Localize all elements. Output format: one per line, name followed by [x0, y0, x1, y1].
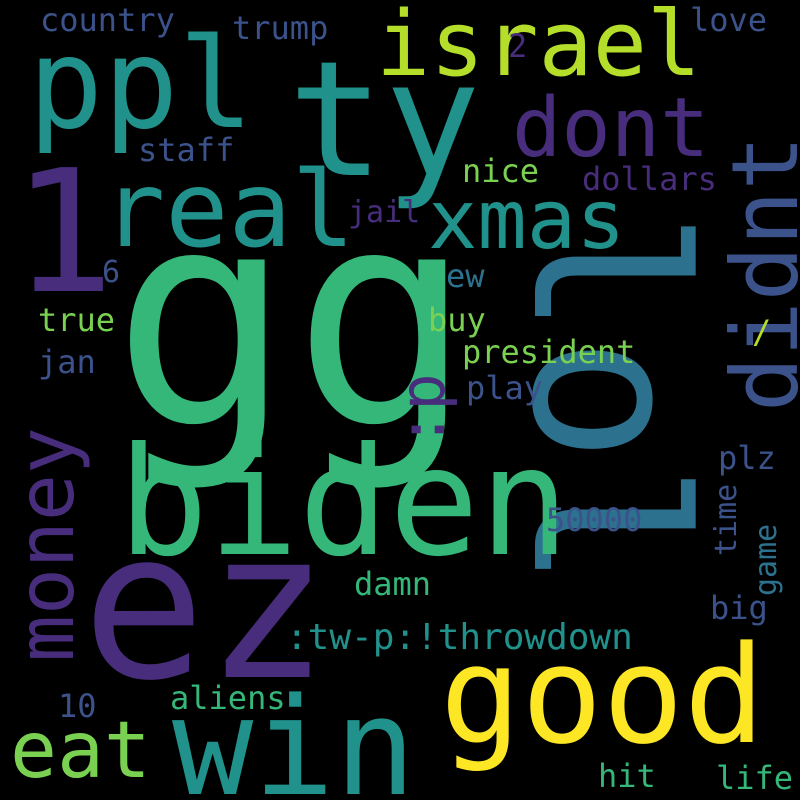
- word-didnt: didnt: [712, 135, 800, 412]
- word-buy: buy: [428, 301, 486, 339]
- word-big: big: [710, 589, 768, 627]
- word-trump: trump: [232, 9, 329, 47]
- word-money: money: [2, 427, 92, 662]
- word-dont: dont: [512, 81, 710, 176]
- word-life: life: [716, 759, 794, 797]
- word-gg: gg: [112, 145, 474, 494]
- word-ppl: ppl: [28, 12, 254, 157]
- word-time: time: [709, 483, 744, 556]
- word-eat: eat: [10, 706, 151, 796]
- word-p: :p: [386, 373, 459, 448]
- word-10: 10: [58, 687, 97, 725]
- word-nice: nice: [462, 152, 540, 190]
- word-win: win: [172, 669, 416, 800]
- word-ty: ty: [288, 26, 481, 213]
- word-good: good: [440, 617, 766, 774]
- word-staff: staff: [138, 131, 235, 169]
- word-play: play: [466, 369, 544, 407]
- word-jail: jail: [348, 195, 421, 230]
- word-hit: hit: [598, 757, 656, 795]
- word-israel: israel: [376, 0, 702, 97]
- word-dollars: dollars: [582, 160, 717, 198]
- word-biden: biden: [118, 416, 570, 590]
- word-xmas: xmas: [428, 173, 626, 268]
- word-game: game: [749, 523, 784, 596]
- word-ew: ew: [446, 257, 485, 295]
- word-country: country: [40, 1, 175, 39]
- word-6: 6: [102, 255, 121, 290]
- word-2: 2: [508, 27, 528, 65]
- word-throwdown: :tw-p:!throwdown: [286, 617, 633, 658]
- word-true: true: [38, 301, 116, 339]
- word-slash: /: [752, 313, 772, 351]
- word-50000: 50000: [546, 501, 643, 539]
- word-love: love: [690, 1, 768, 39]
- word-real: real: [102, 149, 355, 271]
- word-president: president: [462, 333, 636, 371]
- word-1: 1: [12, 134, 115, 332]
- word-jan: jan: [38, 343, 96, 381]
- word-damn: damn: [354, 565, 432, 603]
- word-plz: plz: [718, 439, 776, 477]
- word-aliens: aliens: [170, 679, 286, 717]
- word-ez: ez: [82, 488, 329, 726]
